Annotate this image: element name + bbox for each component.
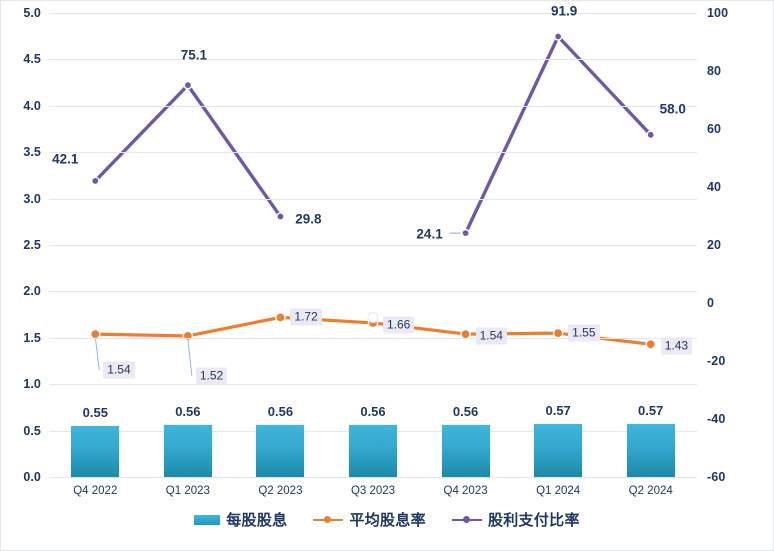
- gridline: [49, 59, 697, 61]
- y-axis-left-tick: 4.5: [23, 52, 41, 67]
- gridline: [49, 477, 697, 478]
- payout-ratio-value-label: 75.1: [180, 47, 207, 63]
- payout-ratio-value-label: 42.1: [52, 151, 79, 167]
- bar: [71, 425, 120, 477]
- y-axis-right-tick: -60: [707, 470, 726, 484]
- bar-value-label: 0.56: [175, 404, 201, 420]
- y-axis-left-tick: 0.5: [23, 423, 41, 438]
- leader-line: [187, 338, 193, 376]
- legend-line-marker-swatch-icon: [451, 515, 482, 525]
- payout-ratio-value-label: 58.0: [659, 101, 686, 117]
- gridline: [49, 384, 697, 386]
- gridline: [49, 337, 697, 339]
- legend-item-label: 每股股息: [226, 512, 288, 529]
- bar-value-label: 0.56: [267, 404, 294, 420]
- legend-item-label: 平均股息率: [349, 512, 426, 529]
- bar: [163, 425, 212, 477]
- y-axis-right-tick: 60: [707, 122, 722, 136]
- line-path: [93, 34, 653, 235]
- leader-line: [94, 337, 100, 371]
- x-axis-tick: Q1 2023: [165, 485, 210, 497]
- chart-legend: 每股股息 平均股息率 股利支付比率: [1, 509, 773, 530]
- y-axis-right-tick: 20: [707, 238, 722, 252]
- y-axis-left-tick: 3.5: [23, 145, 41, 160]
- legend-item-label: 股利支付比率: [487, 512, 580, 529]
- payout-ratio-value-label: 29.8: [295, 211, 322, 227]
- bar: [441, 425, 490, 477]
- dividend-yield-value-label: 1.55: [568, 324, 600, 342]
- data-point-marker: [461, 228, 470, 238]
- legend-bar-swatch-icon: [194, 514, 221, 525]
- plot-area: 0.0 0.5 1.0 1.5 2.0 2.5 3.0 3.5 4.0 4.5 5.0 -60 -40 -…: [23, 3, 728, 497]
- dividend-yield-value-label: 1.43: [660, 337, 693, 355]
- empty-marker: [367, 312, 379, 323]
- gridline: [49, 152, 697, 154]
- y-axis-right-tick: 40: [707, 180, 722, 194]
- gridline: [49, 245, 697, 246]
- data-point-marker: [552, 327, 564, 339]
- x-axis-tick: Q1 2024: [536, 485, 581, 497]
- data-point-marker: [90, 176, 100, 186]
- y-axis-right-tick: 80: [707, 64, 722, 78]
- data-point-marker: [275, 312, 286, 323]
- bar: [626, 424, 675, 477]
- y-axis-left-tick: 4.0: [23, 98, 41, 113]
- x-axis-tick: Q4 2023: [443, 485, 488, 497]
- dividend-yield-value-label: 1.66: [383, 316, 415, 334]
- y-axis-right-tick: 0: [707, 296, 715, 310]
- x-axis-tick: Q2 2023: [258, 485, 303, 497]
- data-point-marker: [645, 338, 657, 350]
- bar-value-label: 0.57: [638, 403, 664, 419]
- data-point-marker: [182, 330, 194, 342]
- payout-ratio-value-label: 24.1: [416, 226, 443, 242]
- y-axis-left-tick: 2.0: [23, 284, 41, 299]
- dividend-yield-value-label: 1.52: [195, 367, 228, 385]
- gridline: [49, 291, 697, 293]
- payout-ratio-value-label: 91.9: [551, 3, 578, 18]
- bar-value-label: 0.56: [360, 404, 386, 420]
- x-axis-tick: Q3 2023: [350, 485, 396, 497]
- data-point-marker: [367, 317, 379, 329]
- data-point-marker: [276, 212, 285, 221]
- y-axis-left-tick: 3.0: [23, 191, 41, 206]
- y-axis-left-tick: 0.0: [23, 470, 41, 484]
- dividend-yield-value-label: 1.54: [103, 361, 135, 379]
- data-point-marker: [183, 80, 193, 90]
- gridline: [49, 198, 697, 200]
- dividend-yield-value-label: 1.72: [290, 308, 322, 326]
- legend-item[interactable]: 每股股息: [194, 509, 287, 530]
- y-axis-right-tick: 100: [707, 6, 729, 20]
- legend-line-marker-swatch-icon: [313, 515, 344, 525]
- y-axis-right-tick: -20: [707, 354, 726, 368]
- bar: [348, 425, 398, 477]
- x-axis-tick: Q4 2022: [73, 485, 118, 497]
- dividend-yield-value-label: 1.54: [475, 327, 507, 345]
- legend-item[interactable]: 股利支付比率: [451, 509, 580, 530]
- legend-item[interactable]: 平均股息率: [313, 509, 426, 530]
- y-axis-right-tick: -40: [707, 412, 726, 426]
- bar-value-label: 0.57: [545, 403, 571, 419]
- bar: [534, 424, 583, 477]
- gridline: [49, 105, 697, 107]
- gridline: [49, 13, 697, 14]
- data-point-marker: [646, 130, 656, 140]
- bar: [256, 425, 305, 477]
- y-axis-left-tick: 1.0: [23, 377, 41, 392]
- y-axis-left-tick: 2.5: [23, 238, 41, 252]
- y-axis-left-tick: 5.0: [23, 6, 41, 20]
- bar-value-label: 0.55: [82, 404, 108, 420]
- data-point-marker: [553, 32, 563, 41]
- bar-value-label: 0.56: [452, 404, 479, 420]
- y-axis-left-tick: 1.5: [23, 330, 41, 345]
- x-axis-tick: Q2 2024: [628, 485, 673, 497]
